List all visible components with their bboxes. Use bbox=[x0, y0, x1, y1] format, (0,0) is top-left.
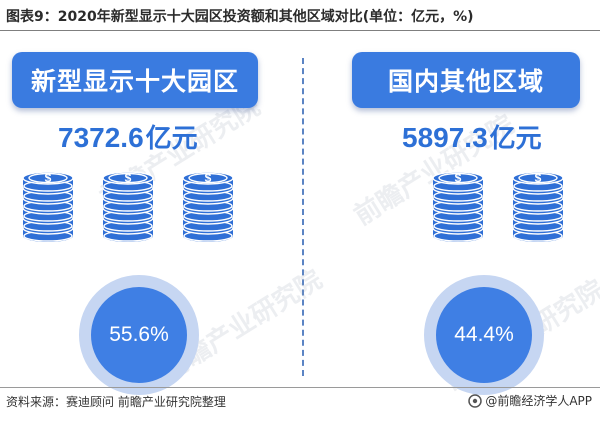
dollar-icon: $ bbox=[455, 171, 462, 185]
amount-number: 5897.3 bbox=[402, 122, 488, 153]
panel-divider bbox=[302, 58, 304, 376]
coin-stacks-icon: $ $ bbox=[432, 171, 564, 242]
category-header: 新型显示十大园区 bbox=[12, 52, 258, 108]
category-header: 国内其他区域 bbox=[352, 52, 580, 108]
share-label: 55.6% bbox=[109, 323, 169, 346]
amount-unit: 亿元 bbox=[489, 124, 542, 154]
dollar-icon: $ bbox=[535, 171, 542, 185]
share-badge: 44.4% bbox=[424, 275, 544, 395]
amount-number: 7372.6 bbox=[58, 122, 144, 153]
brand-logo-icon bbox=[468, 393, 483, 408]
coin-stacks-icon: $ $ $ bbox=[22, 171, 234, 242]
brand-mark: @前瞻经济学人APP bbox=[468, 392, 592, 409]
amount-unit: 亿元 bbox=[145, 124, 198, 154]
source-note: 资料来源：赛迪顾问 前瞻产业研究院整理 bbox=[6, 395, 226, 409]
coin-stack-icon: $ bbox=[22, 171, 74, 242]
chart-title: 图表9：2020年新型显示十大园区投资额和其他区域对比(单位：亿元，%) bbox=[6, 9, 474, 25]
footer-divider bbox=[0, 387, 600, 388]
panel-top10-parks: 前瞻产业研究院 前瞻产业研究院 新型显示十大园区 7372.6 亿元 $ $ $ 5… bbox=[12, 52, 327, 395]
dollar-icon: $ bbox=[125, 171, 132, 185]
title-divider bbox=[0, 30, 600, 31]
coin-stack-icon: $ bbox=[432, 171, 484, 242]
coin-stack-icon: $ bbox=[512, 171, 564, 242]
dollar-icon: $ bbox=[45, 171, 52, 185]
share-label: 44.4% bbox=[454, 323, 514, 346]
amount-value: 7372.6 亿元 bbox=[58, 118, 198, 158]
coin-stack-icon: $ bbox=[182, 171, 234, 242]
panel-other-regions: 前瞻产业研究院 前瞻产业研究院 国内其他区域 5897.3 亿元 $$ 44.4… bbox=[302, 0, 600, 421]
amount-value: 5897.3 亿元 bbox=[402, 118, 542, 158]
brand-label: @前瞻经济学人APP bbox=[485, 394, 592, 408]
share-badge: 55.6% bbox=[79, 275, 199, 395]
coin-stack-icon: $ bbox=[102, 171, 154, 242]
dollar-icon: $ bbox=[205, 171, 212, 185]
